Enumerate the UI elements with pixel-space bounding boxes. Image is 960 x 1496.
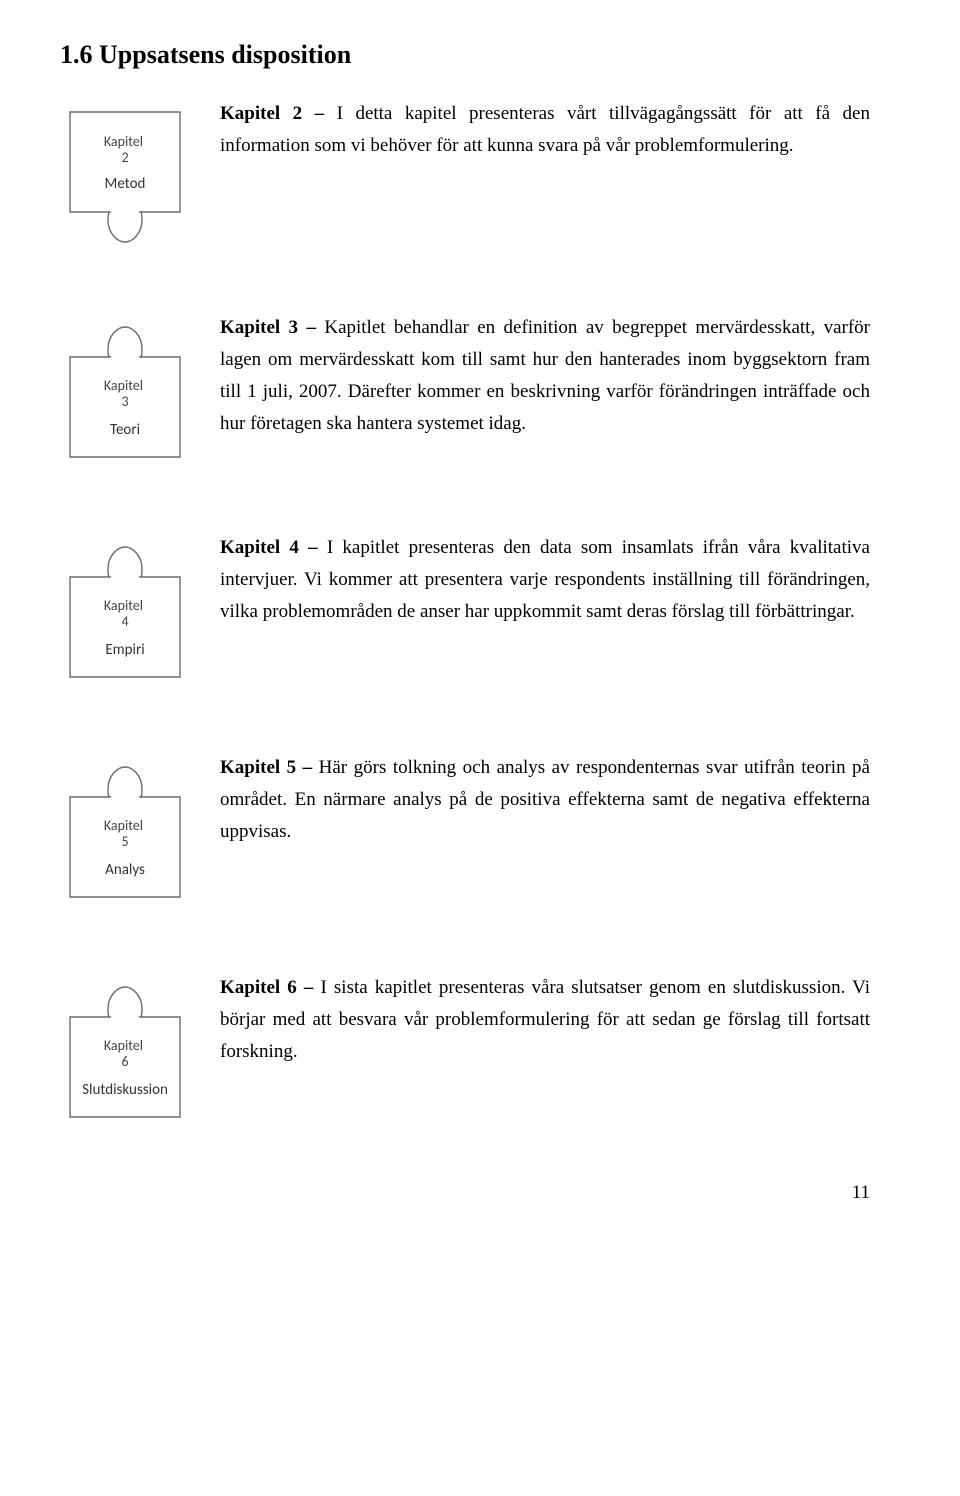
puzzle-title-label: Slutdiskussion — [82, 1081, 168, 1099]
page-number: 11 — [60, 1182, 870, 1204]
chapter-lead: Kapitel 4 – — [220, 537, 327, 558]
puzzle-icon: Kapitel 2 Metod — [60, 102, 190, 252]
chapter-row: Kapitel 6 Slutdiskussion Kapitel 6 – I s… — [60, 972, 870, 1132]
puzzle-piece-wrap: Kapitel 4 Empiri — [60, 532, 220, 692]
chapter-lead: Kapitel 2 – — [220, 103, 337, 124]
puzzle-piece-wrap: Kapitel 3 Teori — [60, 312, 220, 472]
puzzle-piece-wrap: Kapitel 6 Slutdiskussion — [60, 972, 220, 1132]
chapter-row: Kapitel 5 Analys Kapitel 5 – Här görs to… — [60, 752, 870, 912]
puzzle-title-label: Teori — [110, 421, 140, 439]
puzzle-icon: Kapitel 3 Teori — [60, 312, 190, 472]
puzzle-icon: Kapitel 6 Slutdiskussion — [60, 972, 190, 1132]
chapter-row: Kapitel 4 Empiri Kapitel 4 – I kapitlet … — [60, 532, 870, 692]
chapter-lead: Kapitel 3 – — [220, 317, 324, 338]
puzzle-piece-wrap: Kapitel 5 Analys — [60, 752, 220, 912]
chapter-row: Kapitel 3 Teori Kapitel 3 – Kapitlet beh… — [60, 312, 870, 472]
section-heading: 1.6 Uppsatsens disposition — [60, 40, 870, 70]
chapter-paragraph: Kapitel 3 – Kapitlet behandlar en defini… — [220, 312, 870, 440]
chapter-row: Kapitel 2 Metod Kapitel 2 – I detta kapi… — [60, 98, 870, 252]
puzzle-icon: Kapitel 4 Empiri — [60, 532, 190, 692]
page: 1.6 Uppsatsens disposition Kapitel 2 Met… — [0, 0, 960, 1264]
puzzle-title-label: Metod — [105, 175, 146, 193]
puzzle-title-label: Analys — [105, 861, 145, 879]
chapter-lead: Kapitel 6 – — [220, 977, 320, 998]
chapter-paragraph: Kapitel 4 – I kapitlet presenteras den d… — [220, 532, 870, 628]
puzzle-icon: Kapitel 5 Analys — [60, 752, 190, 912]
puzzle-title-label: Empiri — [105, 641, 144, 659]
chapter-paragraph: Kapitel 2 – I detta kapitel presenteras … — [220, 98, 870, 162]
chapter-paragraph: Kapitel 5 – Här görs tolkning och analys… — [220, 752, 870, 848]
puzzle-piece-wrap: Kapitel 2 Metod — [60, 102, 220, 252]
chapter-paragraph: Kapitel 6 – I sista kapitlet presenteras… — [220, 972, 870, 1068]
chapter-lead: Kapitel 5 – — [220, 757, 319, 778]
